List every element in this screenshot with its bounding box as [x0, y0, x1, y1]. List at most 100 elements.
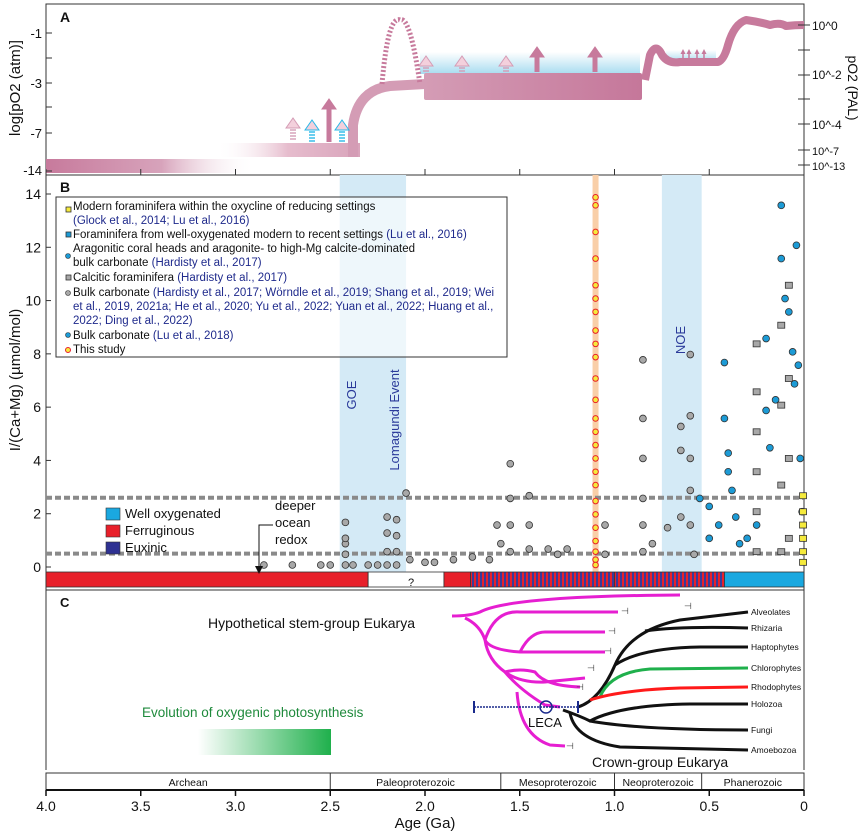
data-point — [592, 255, 599, 262]
legend: Modern foraminifera within the oxycline … — [55, 196, 508, 358]
data-point — [592, 281, 599, 289]
panel-a-right-tick: 10^-4 — [812, 118, 842, 132]
data-point — [743, 534, 751, 543]
annotation-line: deeper — [275, 498, 316, 513]
data-point — [686, 411, 695, 420]
data-point — [714, 521, 723, 529]
crown-lineages — [562, 610, 749, 752]
x-axis: 4.0 3.5 3.0 2.5 2.0 1.5 1.0 0.5 0 — [36, 790, 808, 814]
clade-label: Fungi — [751, 725, 772, 735]
data-point — [468, 553, 477, 561]
data-point — [731, 513, 740, 521]
data-point — [493, 521, 501, 529]
data-point — [592, 396, 599, 404]
data-point — [784, 375, 793, 382]
data-point — [525, 491, 534, 500]
data-point — [592, 375, 599, 382]
data-point — [788, 348, 797, 356]
pink-solid-arrow-shaft — [326, 108, 332, 142]
data-point — [677, 513, 685, 521]
data-point — [383, 513, 391, 521]
data-point — [506, 521, 515, 529]
data-point — [639, 454, 647, 463]
pink-solid-arrow-head — [321, 98, 337, 110]
svg-text:⊣: ⊣ — [576, 682, 584, 692]
data-point — [794, 361, 803, 369]
small-arrow-head — [680, 49, 686, 54]
data-point — [288, 561, 297, 569]
legend-ref: et al., 2019, 2021a; He et al., 2020; Yu… — [73, 301, 493, 313]
panel-b-y-ticks: 0 2 4 6 8 10 12 14 — [25, 186, 51, 575]
data-point — [592, 308, 599, 316]
data-point — [592, 455, 599, 462]
photosynthesis-bar — [198, 729, 331, 755]
data-point — [752, 508, 761, 516]
data-point — [777, 254, 786, 263]
legend-text: Bulk carbonate (Hardisty et al., 2017; W… — [73, 287, 494, 299]
data-point — [705, 502, 714, 511]
clade-label: Haptophytes — [751, 642, 799, 652]
lomagundi-overshoot-curve — [379, 17, 423, 85]
pink-solid-arrow-shaft — [534, 56, 540, 72]
data-point — [525, 521, 534, 529]
legend-text: bulk carbonate (Hardisty et al., 2017) — [73, 257, 262, 269]
data-point — [592, 481, 599, 489]
data-point — [728, 486, 736, 495]
data-point — [341, 518, 350, 527]
panel-a-left-axis-label: log[pO2 (atm)] — [7, 40, 24, 136]
x-tick-label: 2.0 — [415, 798, 435, 814]
legend-frame — [55, 196, 508, 358]
redox-annotation-arrow — [258, 524, 273, 568]
data-point — [506, 547, 515, 556]
small-arrow-head — [701, 49, 707, 54]
data-point — [592, 537, 599, 545]
data-point — [686, 454, 695, 463]
legend-text: This study — [73, 344, 126, 356]
annotation-line: redox — [275, 532, 308, 547]
panel-a-arrows — [45, 46, 805, 175]
data-point — [592, 295, 599, 302]
data-points — [260, 194, 807, 569]
data-point — [392, 547, 401, 556]
data-point — [383, 547, 391, 556]
neoarchean-po2-band — [216, 143, 360, 157]
neoproterozoic-po2-curve — [641, 16, 805, 81]
data-point — [720, 414, 729, 423]
archean-po2-band — [46, 159, 256, 173]
redox-bar-segment — [443, 571, 471, 588]
svg-text:⊣: ⊣ — [587, 663, 595, 673]
y-tick-label: 14 — [25, 186, 41, 202]
panel-a-left-tick: -7 — [30, 126, 42, 141]
data-point — [392, 515, 401, 524]
data-point — [752, 548, 761, 556]
data-point — [705, 534, 714, 543]
data-point — [752, 388, 761, 396]
data-point — [784, 534, 793, 542]
redox-bar — [45, 571, 805, 588]
clade-label: Rhodophytes — [751, 682, 801, 692]
legend-marker-study-circle — [65, 347, 71, 353]
redox-swatch-ferruginous — [105, 524, 121, 538]
redox-label: Well oxygenated — [125, 506, 221, 521]
panel-a-left-tick: -14 — [23, 163, 42, 178]
data-point — [563, 545, 571, 553]
redox-bar-segment — [724, 571, 805, 588]
data-point — [639, 414, 647, 423]
data-point — [421, 558, 429, 567]
clade-labels: Alveolates Rhizaria Haptophytes Chlorophyte… — [751, 607, 801, 755]
data-point — [799, 534, 807, 542]
data-point — [449, 555, 458, 564]
eon-label: Mesoproterozoic — [519, 777, 597, 789]
clade-label: Holozoa — [751, 699, 782, 709]
legend-text: Bulk carbonate (Lu et al., 2018) — [73, 330, 234, 342]
legend-text: Foraminifera from well-oxygenated modern… — [73, 229, 467, 241]
annotation-line: ocean — [275, 515, 310, 530]
data-point — [430, 558, 439, 567]
data-point — [777, 481, 786, 489]
legend-ref: (Glock et al., 2014; Lu et al., 2016) — [73, 215, 250, 227]
legend-marker-yellow-square — [65, 206, 72, 213]
noe-band — [661, 175, 702, 573]
data-point — [777, 548, 786, 556]
panel-a-left-axis: -1 -3 -7 -14 log[pO2 (atm)] — [7, 26, 52, 178]
